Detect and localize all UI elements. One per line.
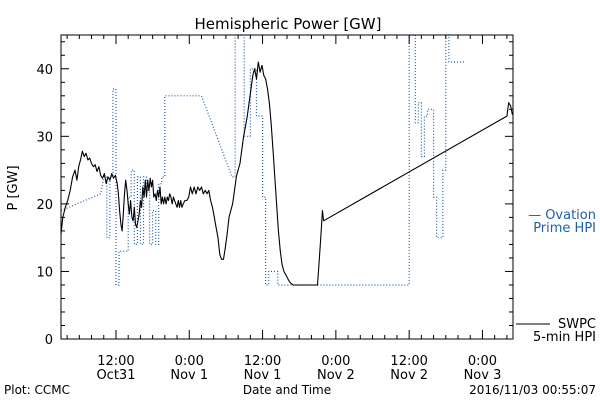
x-tick-time-label: 0:00 xyxy=(321,354,350,369)
x-tick-time-label: 12:00 xyxy=(390,354,427,369)
x-tick-time-label: 0:00 xyxy=(468,354,497,369)
y-tick-label: 0 xyxy=(45,333,53,348)
ovation-series-layer xyxy=(60,34,465,286)
legend-swpc: SWPC 5-min HPI xyxy=(516,317,596,345)
swpc-series-layer xyxy=(60,61,513,286)
x-tick-date-label: Nov 3 xyxy=(464,368,502,383)
legend-swpc-line2: 5-min HPI xyxy=(533,330,596,345)
footer-right: 2016/11/03 00:55:07 xyxy=(469,383,596,397)
legend-swpc-line1: SWPC xyxy=(558,317,596,332)
y-tick-label: 20 xyxy=(36,198,53,213)
swpc-hpi-line xyxy=(60,61,513,286)
x-tick-date-label: Nov 2 xyxy=(390,368,428,383)
x-tick-date-label: Nov 1 xyxy=(244,368,282,383)
x-axis-label: Date and Time xyxy=(243,383,331,397)
x-tick-date-label: Nov 1 xyxy=(170,368,208,383)
y-tick-label: 30 xyxy=(36,130,53,145)
footer-left: Plot: CCMC xyxy=(4,383,70,397)
x-tick-time-label: 12:00 xyxy=(97,354,134,369)
y-tick-label: 40 xyxy=(36,63,53,78)
legend-ovation-line1: — Ovation xyxy=(528,208,596,223)
x-tick-time-label: 12:00 xyxy=(244,354,281,369)
chart-title: Hemispheric Power [GW] xyxy=(195,15,382,33)
legend-ovation-line2: Prime HPI xyxy=(533,221,596,236)
legend-ovation: — Ovation Prime HPI xyxy=(528,208,596,236)
ovation-prime-hpi-line xyxy=(60,34,465,286)
x-tick-date-label: Oct31 xyxy=(96,368,135,383)
x-tick-time-label: 0:00 xyxy=(175,354,204,369)
y-tick-label: 10 xyxy=(36,265,53,280)
y-axis-label: P [GW] xyxy=(6,165,21,210)
x-tick-date-label: Nov 2 xyxy=(317,368,355,383)
